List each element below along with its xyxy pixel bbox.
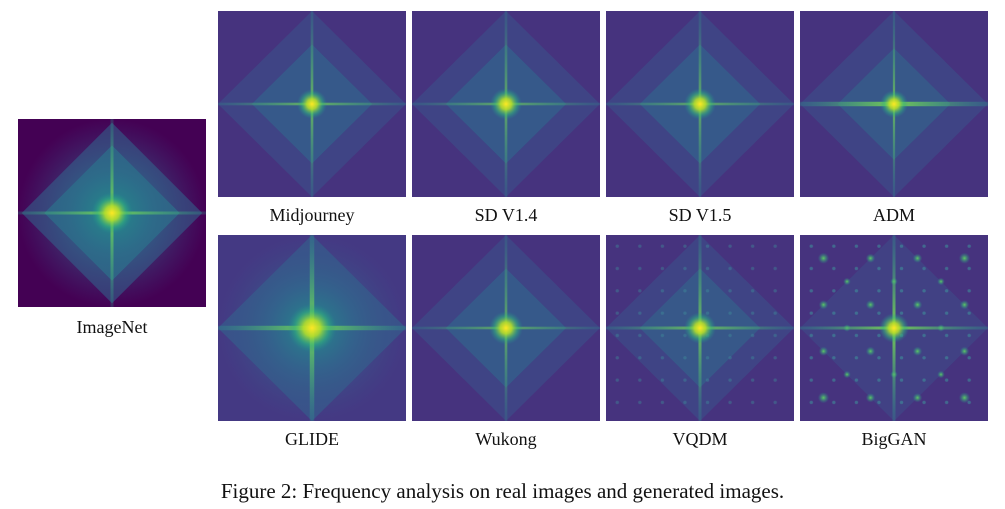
label-wukong: Wukong <box>475 429 537 449</box>
spectrum-wukong <box>412 235 600 421</box>
spectrum-sd-v15 <box>606 11 794 197</box>
spectrum-vqdm <box>606 235 794 421</box>
label-sd-v15: SD V1.5 <box>668 205 732 225</box>
figure-caption: Figure 2: Frequency analysis on real ima… <box>220 479 785 503</box>
spectrum-midjourney <box>218 11 406 197</box>
label-biggan: BigGAN <box>861 429 927 449</box>
spectrum-imagenet <box>18 119 206 307</box>
label-adm: ADM <box>872 205 915 225</box>
label-sd-v14: SD V1.4 <box>474 205 538 225</box>
spectrum-sd-v14 <box>412 11 600 197</box>
label-vqdm: VQDM <box>672 429 728 449</box>
label-glide: GLIDE <box>285 429 339 449</box>
spectrum-biggan <box>800 235 988 421</box>
label-imagenet: ImageNet <box>76 317 148 337</box>
spectrum-glide <box>218 235 406 421</box>
spectrum-adm <box>800 11 988 197</box>
label-midjourney: Midjourney <box>269 205 355 225</box>
